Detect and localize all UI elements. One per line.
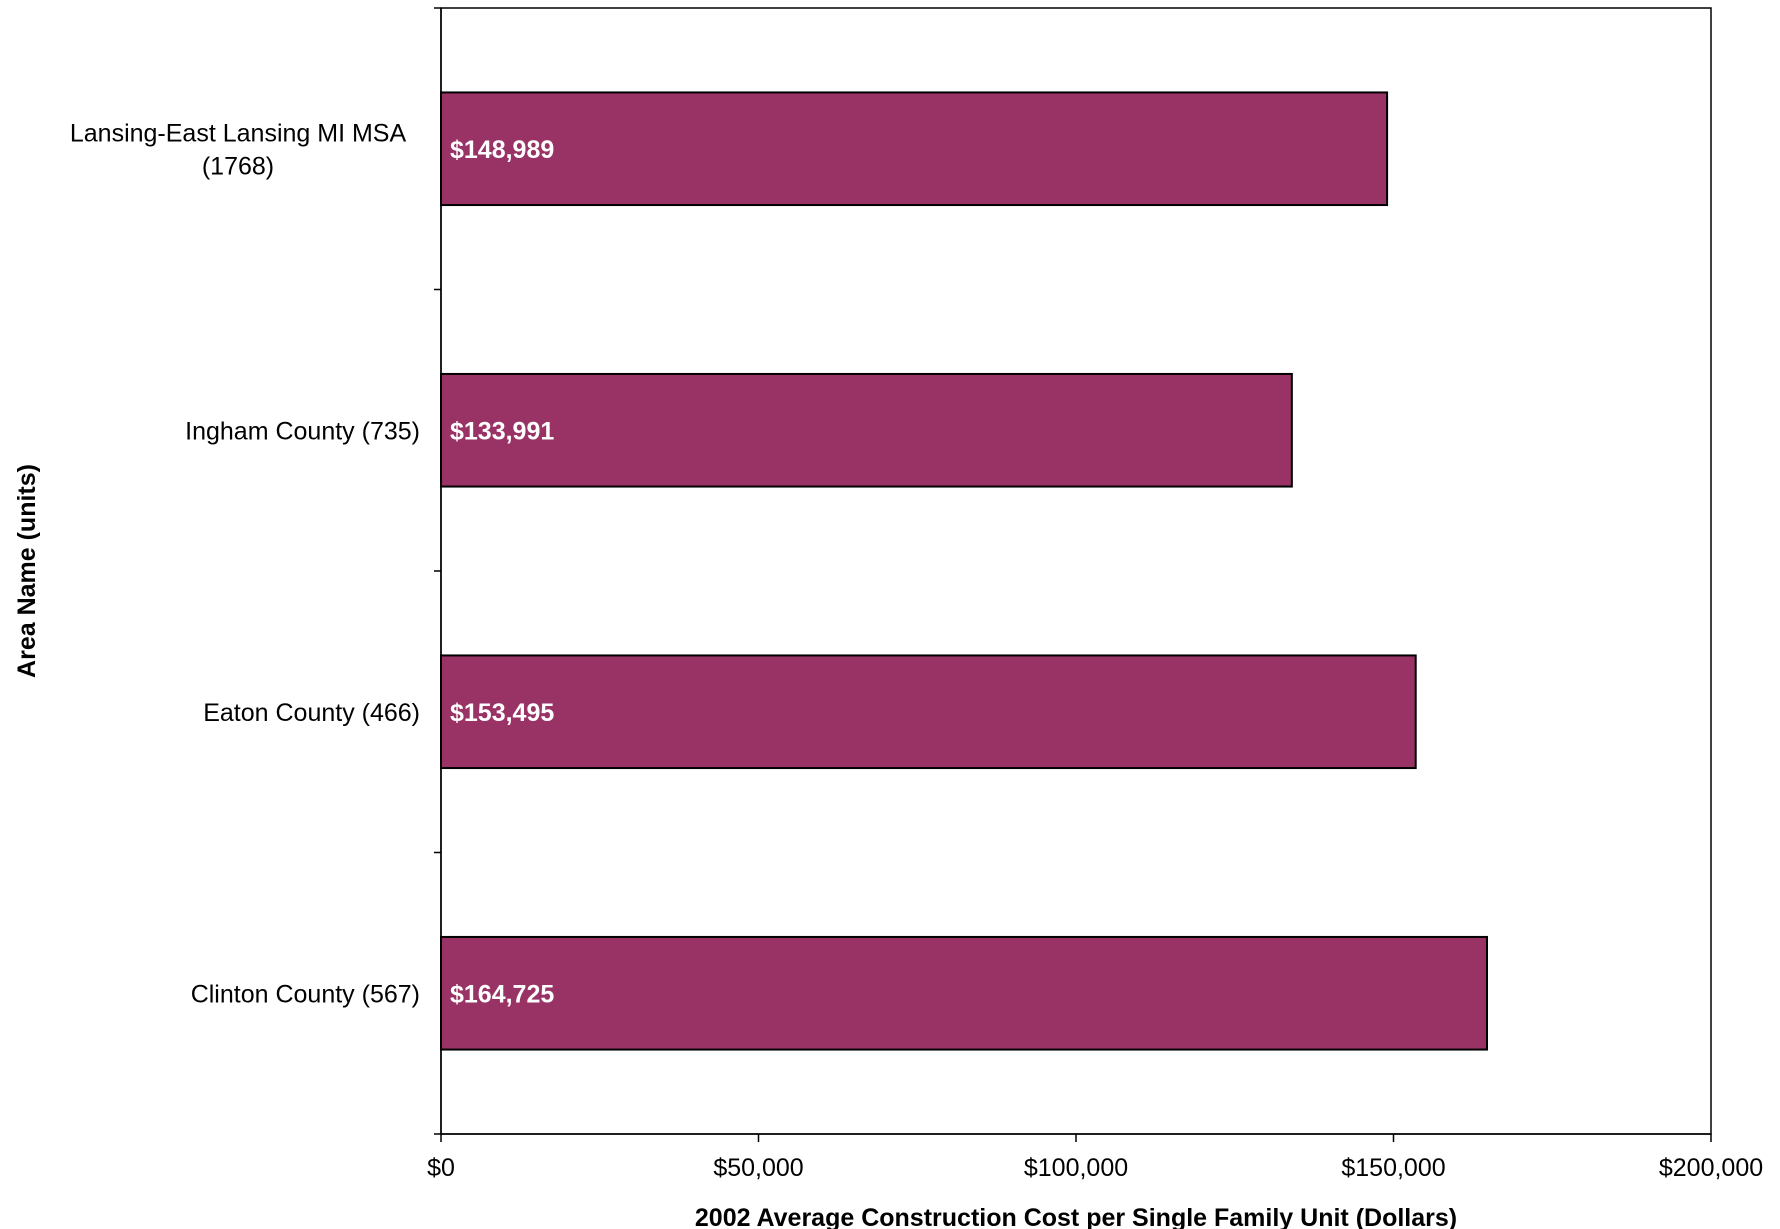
bar [440, 935, 1489, 1051]
data-label: $153,495 [450, 699, 554, 727]
category-label-line: Ingham County (735) [185, 417, 420, 445]
y-axis-ticks [434, 7, 441, 1135]
category-label-line: (1768) [202, 152, 274, 180]
bar [440, 372, 1293, 488]
category-label-line: Lansing-East Lansing MI MSA [70, 119, 407, 147]
x-axis-title: 2002 Average Construction Cost per Singl… [695, 1204, 1457, 1229]
category-labels: Lansing-East Lansing MI MSA (1768) Ingham … [70, 119, 420, 1008]
bar [440, 654, 1417, 770]
category-label-line: Clinton County (567) [191, 980, 420, 1008]
bars-group: $148,989 $133,991 $153,495 $164,725 [440, 91, 1489, 1051]
x-tick-label: $150,000 [1341, 1154, 1445, 1182]
category-label-line: Eaton County (466) [203, 699, 420, 727]
category-label: Clinton County (567) [191, 980, 420, 1008]
x-tick-label: $200,000 [1659, 1154, 1763, 1182]
bar [440, 91, 1389, 207]
category-label: Lansing-East Lansing MI MSA (1768) [70, 119, 407, 180]
data-label: $164,725 [450, 980, 554, 1008]
x-tick-label: $100,000 [1024, 1154, 1128, 1182]
data-label: $148,989 [450, 136, 554, 164]
category-label: Eaton County (466) [203, 699, 420, 727]
category-label: Ingham County (735) [185, 417, 420, 445]
data-label: $133,991 [450, 417, 554, 445]
x-tick-label: $50,000 [713, 1154, 803, 1182]
x-tick-label: $0 [427, 1154, 455, 1182]
y-axis-title: Area Name (units) [13, 464, 41, 678]
x-axis-ticks: $0 $50,000 $100,000 $150,000 $200,000 [427, 1134, 1763, 1182]
